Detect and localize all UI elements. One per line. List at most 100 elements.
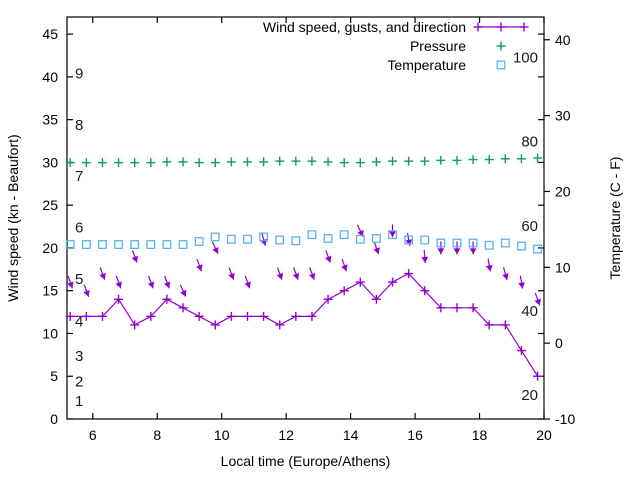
wind-speed-marker xyxy=(371,294,381,304)
pressure-marker xyxy=(81,158,91,168)
x-axis-title: Local time (Europe/Athens) xyxy=(221,453,391,469)
y-tick-label: 45 xyxy=(42,26,58,42)
temperature-marker xyxy=(275,235,285,245)
fahrenheit-label: 80 xyxy=(521,134,538,151)
beaufort-label: 4 xyxy=(75,314,83,331)
pressure-marker xyxy=(97,158,107,168)
pressure-marker xyxy=(65,158,75,168)
pressure-marker xyxy=(130,158,140,168)
pressure-marker xyxy=(162,157,172,167)
gust-direction-arrow xyxy=(179,284,187,297)
gust-direction-arrow xyxy=(373,241,380,255)
pressure-marker xyxy=(355,158,365,168)
pressure-marker xyxy=(194,158,204,168)
y2-axis-title: Temperature (C - F) xyxy=(607,157,623,280)
pressure-marker xyxy=(275,156,285,166)
y2-tick-label: 20 xyxy=(555,183,571,199)
wind-speed-marker xyxy=(355,277,365,287)
wind-speed-marker xyxy=(468,303,478,313)
temperature-marker xyxy=(178,240,188,249)
pressure-marker xyxy=(242,157,252,167)
legend-sample-square xyxy=(496,60,506,70)
pressure-marker xyxy=(452,155,462,165)
wind-speed-line xyxy=(70,272,539,377)
x-tick-label: 14 xyxy=(343,427,359,443)
temperature-marker xyxy=(388,230,397,240)
pressure-marker xyxy=(484,155,494,165)
temperature-marker xyxy=(130,240,140,249)
legend-sample-tip-right xyxy=(519,22,529,32)
gust-direction-arrow xyxy=(453,241,461,255)
wind-speed-marker xyxy=(194,311,204,321)
wind-speed-marker xyxy=(516,346,526,356)
x-tick-label: 6 xyxy=(89,427,97,443)
pressure-marker xyxy=(516,154,526,164)
gust-direction-arrow xyxy=(421,249,429,264)
pressure-marker xyxy=(307,156,317,166)
gust-direction-arrow xyxy=(67,275,74,289)
legend-sample-tip-left xyxy=(473,22,483,32)
fahrenheit-label: 40 xyxy=(521,303,538,320)
pressure-marker xyxy=(404,156,414,166)
pressure-marker xyxy=(259,157,269,167)
gust-direction-arrow xyxy=(308,267,316,280)
pressure-marker xyxy=(339,158,349,168)
y-tick-label: 35 xyxy=(42,112,58,128)
wind-speed-marker xyxy=(178,303,188,313)
wind-speed-marker xyxy=(339,286,349,296)
pressure-marker xyxy=(323,157,333,167)
temperature-marker xyxy=(146,240,156,249)
temperature-marker xyxy=(243,234,252,244)
wind-speed-marker xyxy=(307,311,317,321)
wind-speed-marker xyxy=(533,371,543,381)
gust-direction-arrow xyxy=(228,267,235,280)
beaufort-label: 3 xyxy=(75,348,83,365)
temperature-marker xyxy=(210,232,220,242)
gust-direction-arrow xyxy=(276,267,284,280)
beaufort-label: 8 xyxy=(75,117,83,134)
x-tick-label: 18 xyxy=(472,427,488,443)
wind-speed-marker xyxy=(484,320,494,330)
temperature-marker xyxy=(500,238,510,248)
wind-speed-marker xyxy=(275,320,285,330)
temperature-marker xyxy=(404,235,414,245)
fahrenheit-label: 100 xyxy=(513,49,538,66)
gust-direction-arrow xyxy=(518,275,525,289)
wind-speed-marker xyxy=(259,311,269,321)
temperature-marker xyxy=(468,238,478,248)
gust-direction-arrow xyxy=(99,267,106,280)
wind-speed-marker xyxy=(291,311,301,321)
wind-speed-marker xyxy=(226,311,236,321)
wind-speed-marker xyxy=(146,311,156,321)
gust-direction-arrow xyxy=(534,292,541,306)
gust-direction-arrow xyxy=(115,275,122,289)
wind-speed-marker xyxy=(97,311,107,321)
y-tick-label: 0 xyxy=(50,411,58,427)
temperature-marker xyxy=(516,241,526,251)
gust-direction-arrow xyxy=(83,284,90,298)
pressure-marker xyxy=(178,157,188,167)
gust-direction-arrow xyxy=(260,232,267,246)
y-tick-label: 30 xyxy=(42,154,58,170)
beaufort-label: 1 xyxy=(75,393,83,410)
pressure-marker xyxy=(533,153,543,163)
temperature-marker xyxy=(259,232,269,242)
legend-sample-plus xyxy=(496,41,506,51)
wind-speed-marker xyxy=(210,320,220,330)
wind-speed-marker xyxy=(420,286,430,296)
beaufort-label: 5 xyxy=(75,271,83,288)
y2-tick-label: 10 xyxy=(555,259,571,275)
gust-direction-arrow xyxy=(341,258,348,272)
x-tick-label: 16 xyxy=(407,427,423,443)
wind-speed-marker xyxy=(323,294,333,304)
pressure-marker xyxy=(436,155,446,165)
wind-speed-marker xyxy=(81,311,91,321)
y-tick-label: 25 xyxy=(42,197,58,213)
pressure-marker xyxy=(420,156,430,166)
temperature-marker xyxy=(533,244,543,254)
plot-frame xyxy=(66,16,545,420)
temperature-marker xyxy=(420,235,430,245)
wind-speed-marker xyxy=(162,294,172,304)
gust-direction-arrow xyxy=(502,267,509,281)
